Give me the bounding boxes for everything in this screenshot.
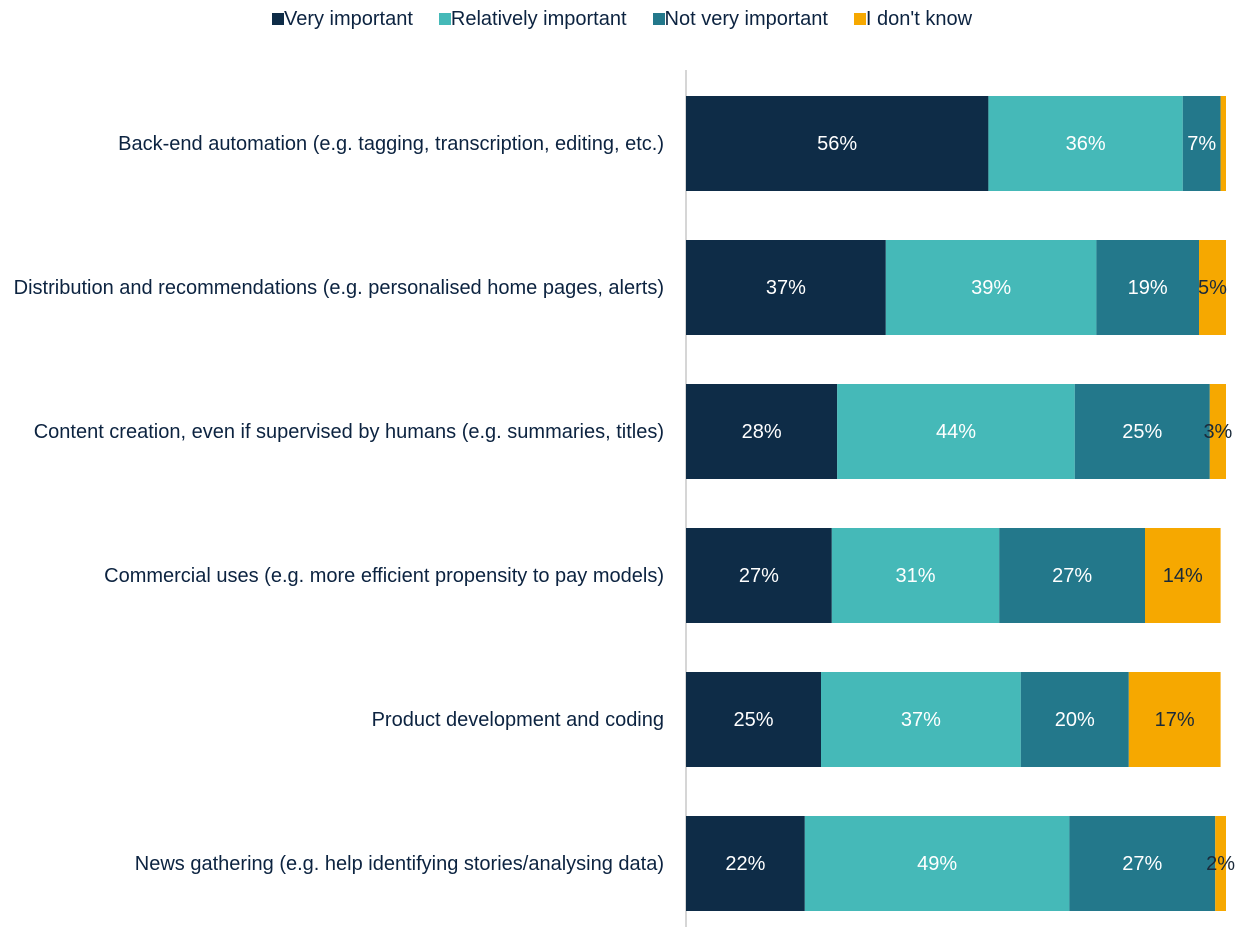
bar-segment xyxy=(686,384,838,479)
category-label: Commercial uses (e.g. more efficient pro… xyxy=(104,565,664,587)
bar-segment xyxy=(1182,96,1221,191)
bar-segment xyxy=(1096,240,1199,335)
value-label: 22% xyxy=(725,853,765,875)
legend-label: Relatively important xyxy=(450,8,627,30)
category-label: News gathering (e.g. help identifying st… xyxy=(134,853,664,875)
value-label: 31% xyxy=(895,565,935,587)
legend-item: Relatively important xyxy=(438,8,627,31)
category-label-box: Distribution and recommendations (e.g. p… xyxy=(4,240,664,336)
value-label: 19% xyxy=(1128,277,1168,299)
bar-segment xyxy=(831,528,1000,623)
bar-segment xyxy=(821,672,1021,767)
bar-segment xyxy=(686,528,832,623)
value-label: 5% xyxy=(1198,277,1227,299)
bar-segment xyxy=(1069,816,1216,911)
value-label: 17% xyxy=(1155,709,1195,731)
legend-item: I don't know xyxy=(853,8,973,31)
value-label: 37% xyxy=(901,709,941,731)
bar-segment xyxy=(1020,672,1129,767)
bar-segment xyxy=(686,672,821,767)
value-label: 27% xyxy=(1052,565,1092,587)
legend-swatch xyxy=(438,13,451,25)
category-label-box: News gathering (e.g. help identifying st… xyxy=(4,816,664,912)
value-label: 25% xyxy=(733,709,773,731)
value-label: 36% xyxy=(1066,133,1106,155)
bar-segment xyxy=(1128,672,1221,767)
value-label: 27% xyxy=(739,565,779,587)
bar-segment xyxy=(885,240,1097,335)
bar-segment xyxy=(1220,96,1226,191)
value-label: 25% xyxy=(1122,421,1162,443)
legend: Very important Relatively important Not ve… xyxy=(0,8,1244,31)
bar-segment xyxy=(1199,240,1226,335)
value-label: 7% xyxy=(1187,133,1216,155)
bar-segment xyxy=(1209,384,1226,479)
value-label: 3% xyxy=(1203,421,1232,443)
bar-segment xyxy=(1145,528,1221,623)
category-label: Product development and coding xyxy=(371,709,664,731)
value-label: 37% xyxy=(766,277,806,299)
legend-item: Very important xyxy=(271,8,413,31)
legend-label: I don't know xyxy=(865,8,973,30)
legend-swatch xyxy=(652,13,665,25)
bar-segment xyxy=(988,96,1183,191)
value-label: 2% xyxy=(1206,853,1235,875)
value-label: 56% xyxy=(817,133,857,155)
value-label: 49% xyxy=(917,853,957,875)
category-label-box: Content creation, even if supervised by … xyxy=(4,384,664,480)
bar-segment xyxy=(686,816,805,911)
legend-label: Not very important xyxy=(664,8,828,30)
category-label-box: Back-end automation (e.g. tagging, trans… xyxy=(4,96,664,192)
legend-label: Very important xyxy=(283,8,413,30)
legend-swatch xyxy=(853,13,866,25)
category-label-box: Product development and coding xyxy=(4,672,664,768)
bar-segment xyxy=(804,816,1070,911)
value-label: 28% xyxy=(742,421,782,443)
value-label: 27% xyxy=(1122,853,1162,875)
value-label: 44% xyxy=(936,421,976,443)
bar-segment xyxy=(686,96,989,191)
category-label: Content creation, even if supervised by … xyxy=(33,421,664,443)
category-label-box: Commercial uses (e.g. more efficient pro… xyxy=(4,528,664,624)
value-label: 14% xyxy=(1163,565,1203,587)
legend-swatch xyxy=(271,13,284,25)
bar-segment xyxy=(999,528,1145,623)
value-label: 20% xyxy=(1055,709,1095,731)
bar-segment xyxy=(1215,816,1226,911)
bar-segment xyxy=(837,384,1075,479)
value-label: 39% xyxy=(971,277,1011,299)
category-label: Distribution and recommendations (e.g. p… xyxy=(13,277,664,299)
legend-item: Not very important xyxy=(652,8,828,31)
bar-segment xyxy=(1074,384,1210,479)
bar-segment xyxy=(686,240,886,335)
category-label: Back-end automation (e.g. tagging, trans… xyxy=(118,133,664,155)
